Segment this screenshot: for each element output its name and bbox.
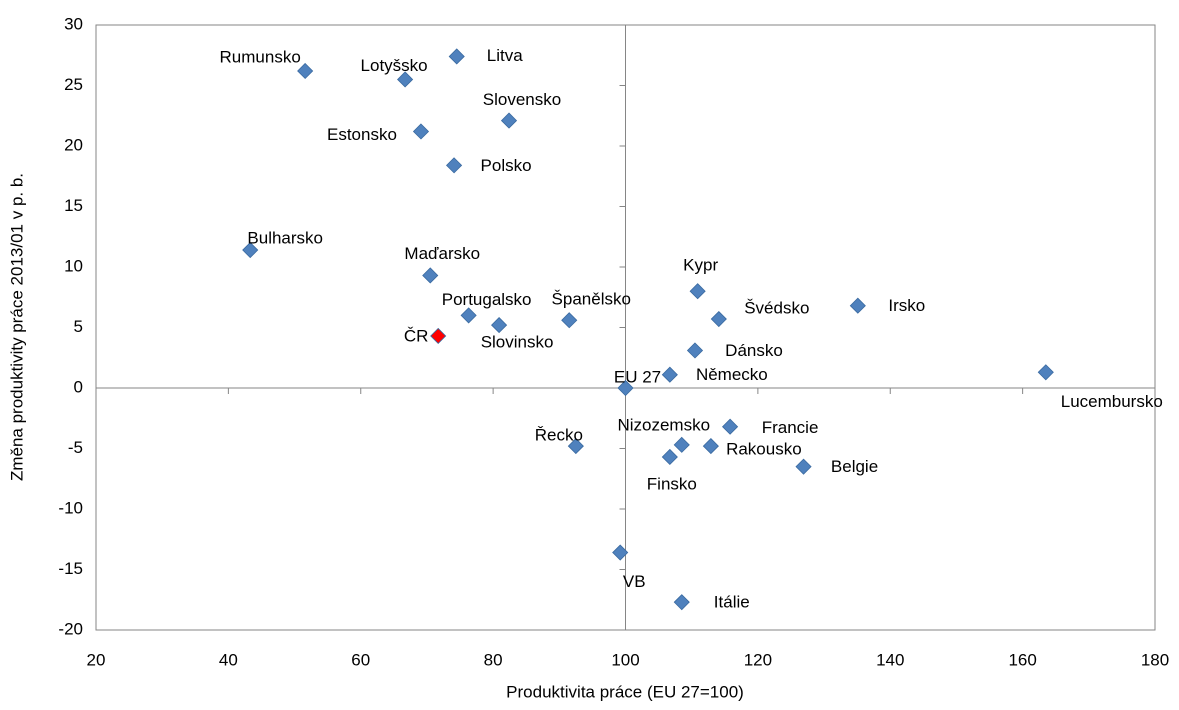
y-tick-label: 5 (74, 317, 83, 336)
point (491, 317, 508, 334)
point (446, 157, 463, 174)
x-tick-label: 160 (1008, 650, 1036, 669)
point-label: Rumunsko (220, 47, 301, 66)
x-tick-label: 40 (219, 650, 238, 669)
point (561, 312, 578, 329)
point-label: Rakousko (726, 440, 802, 459)
point (412, 123, 430, 140)
y-tick-label: 20 (64, 135, 83, 154)
point-label: Nizozemsko (617, 415, 710, 434)
x-tick-label: 100 (611, 650, 639, 669)
point-label: Lotyšsko (361, 56, 428, 75)
point (673, 594, 690, 611)
y-axis-title: Změna produktivity práce 2013/01 v p. b. (7, 173, 26, 481)
point (702, 438, 719, 455)
point-label: Portugalsko (442, 290, 532, 309)
point-label: Dánsko (725, 341, 783, 360)
point (297, 62, 314, 80)
point (1037, 364, 1054, 381)
point (689, 283, 706, 300)
y-tick-label: 10 (64, 256, 83, 275)
point-label: Litva (487, 46, 523, 65)
point (567, 438, 584, 455)
point (849, 297, 866, 314)
point (686, 342, 704, 359)
x-tick-label: 80 (484, 650, 503, 669)
point (422, 267, 439, 284)
x-tick-label: 20 (87, 650, 106, 669)
point-label: Finsko (647, 474, 697, 493)
point-label: ČR (404, 326, 429, 345)
point (448, 48, 465, 65)
x-tick-label: 140 (876, 650, 904, 669)
point (722, 418, 739, 435)
point (795, 458, 812, 475)
x-tick-label: 180 (1141, 650, 1169, 669)
point-label: Kypr (683, 256, 718, 275)
point-label: VB (623, 572, 646, 591)
y-tick-label: -5 (68, 438, 83, 457)
point (617, 379, 634, 397)
point-label: Polsko (481, 156, 532, 175)
point-label: Francie (762, 418, 819, 437)
point-label: Maďarsko (404, 244, 480, 263)
x-tick-label: 120 (744, 650, 772, 669)
point-label: Belgie (831, 457, 878, 476)
point (612, 544, 629, 561)
point-label: Slovinsko (481, 333, 554, 352)
point-label: Itálie (714, 593, 750, 612)
point (430, 327, 447, 345)
point (397, 71, 414, 88)
y-tick-label: -15 (58, 559, 83, 578)
y-tick-label: 15 (64, 196, 83, 215)
y-tick-label: 30 (64, 14, 83, 33)
point-label: Lucembursko (1061, 392, 1163, 411)
y-tick-label: -20 (58, 619, 83, 638)
x-tick-label: 60 (351, 650, 370, 669)
point-label: Bulharsko (247, 229, 323, 248)
point-label: Řecko (535, 426, 583, 445)
point-label: Estonsko (327, 125, 397, 144)
point (661, 448, 678, 466)
y-tick-label: 25 (64, 75, 83, 94)
point (661, 366, 678, 383)
point (500, 112, 518, 129)
y-tick-label: -10 (58, 498, 83, 517)
point-label: Španělsko (552, 290, 631, 309)
point-label: Německo (696, 365, 768, 384)
point (242, 241, 259, 259)
point-label: Slovensko (483, 90, 561, 109)
point-label: Švédsko (744, 299, 809, 318)
point-label: EU 27 (614, 367, 661, 386)
y-tick-label: 0 (74, 377, 83, 396)
x-axis-title: Produktivita práce (EU 27=100) (506, 682, 744, 701)
point (710, 310, 727, 328)
point-label: Irsko (888, 296, 925, 315)
point (460, 307, 477, 324)
point (673, 436, 690, 453)
